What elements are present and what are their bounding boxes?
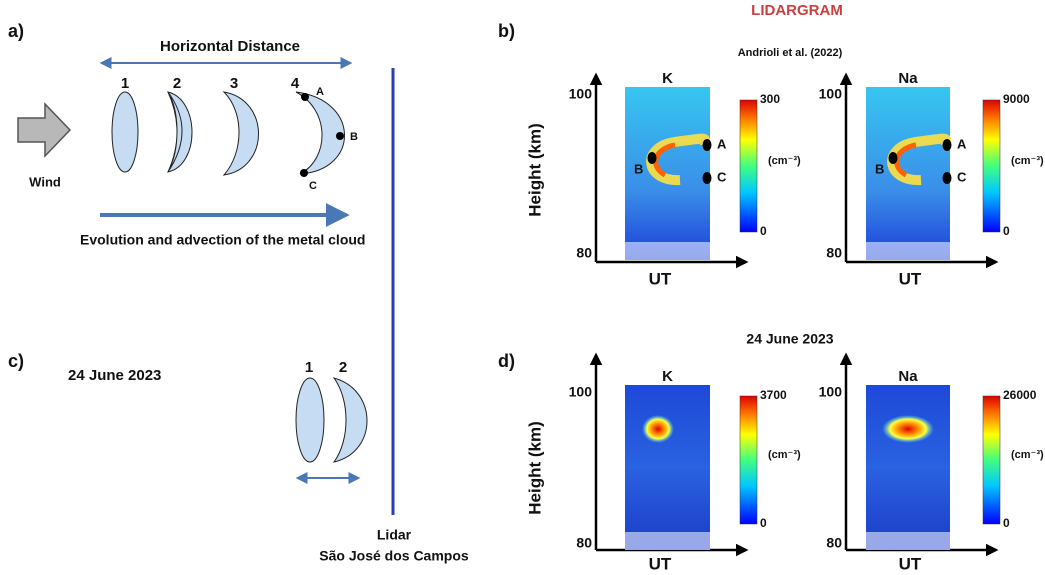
unit: (cm⁻³) — [768, 449, 801, 461]
point-label: B — [875, 161, 884, 176]
point-label: B — [634, 161, 643, 176]
colorbar-max: 26000 — [1003, 388, 1037, 402]
colorbar-min: 0 — [760, 224, 767, 238]
date: 24 June 2023 — [68, 367, 161, 384]
cloud-shape — [295, 91, 345, 175]
cloud-shape — [295, 377, 325, 463]
cloud — [882, 415, 934, 443]
noise — [866, 532, 950, 550]
heading: Horizontal Distance — [160, 38, 300, 55]
panel-label: c) — [8, 351, 24, 371]
point-label: A — [316, 86, 324, 98]
colorbar-min: 0 — [1003, 516, 1010, 530]
stage-labels: 1 2 3 4 — [121, 75, 300, 92]
location: São José dos Campos — [319, 548, 469, 564]
cloud-shape — [111, 91, 139, 173]
point-marker — [647, 152, 657, 164]
cloud-shape — [222, 91, 259, 176]
point-marker — [888, 152, 898, 164]
panel-label: b) — [498, 21, 515, 41]
lidargram — [866, 87, 950, 260]
panel-label: d) — [498, 351, 515, 371]
source: Andrioli et al. (2022) — [738, 47, 843, 59]
y-bottom-label: 80 — [576, 535, 592, 551]
y-bottom-label: 80 — [576, 245, 592, 261]
unit: (cm⁻³) — [1011, 155, 1044, 167]
date: 24 June 2023 — [746, 331, 833, 347]
colorbar-max: 300 — [760, 92, 780, 106]
y-top-label: 100 — [569, 86, 593, 102]
colorbar-min: 0 — [1003, 224, 1010, 238]
y-top-label: 100 — [819, 384, 843, 400]
y-top-label: 100 — [819, 86, 843, 102]
x-axis-label: UT — [899, 269, 922, 288]
lidargram — [625, 87, 710, 260]
stage-label: 2 — [339, 359, 347, 376]
point-marker — [336, 132, 344, 140]
stage-label: 1 — [305, 359, 313, 376]
lidargram — [866, 385, 950, 550]
panel-a: a) Horizontal Distance Wind A B C Evolut… — [8, 21, 365, 248]
y-bottom-label: 80 — [826, 535, 842, 551]
point-marker — [942, 172, 952, 184]
x-axis-label: UT — [899, 554, 922, 573]
x-axis-label: UT — [649, 554, 672, 573]
point-marker — [702, 139, 712, 151]
stage-label: 2 — [173, 75, 181, 92]
y-bottom-label: 80 — [826, 245, 842, 261]
noise — [625, 242, 710, 260]
stage-label: 4 — [291, 75, 300, 92]
colorbar-min: 0 — [760, 516, 767, 530]
point-label: C — [957, 169, 967, 184]
species: K — [662, 368, 673, 385]
colorbar — [739, 395, 758, 525]
point-marker — [702, 172, 712, 184]
species: Na — [898, 368, 918, 385]
cloud-shape — [332, 377, 368, 463]
point-label: C — [309, 180, 317, 192]
lidargrams: Height (km) 100 80 UT K A B C 300 0 (cm⁻³) 100 80 UT N… — [525, 70, 1044, 574]
noise — [866, 242, 950, 260]
colorbar — [739, 99, 758, 233]
wind-label: Wind — [29, 174, 61, 189]
cloud — [642, 415, 674, 443]
wind-arrow — [17, 102, 72, 158]
colorbar — [982, 395, 1001, 525]
lidar-label: Lidar — [377, 527, 412, 543]
point-marker — [300, 169, 308, 177]
panel-c: c) 24 June 2023 1 2 Lidar São José dos C… — [8, 351, 469, 564]
y-axis-label: Height (km) — [525, 123, 544, 217]
noise — [625, 532, 710, 550]
unit: (cm⁻³) — [1011, 449, 1044, 461]
y-top-label: 100 — [569, 384, 593, 400]
cloud-shape — [166, 91, 193, 173]
cloud — [646, 133, 711, 186]
figure-title: LIDARGRAM — [751, 2, 843, 19]
stage-label: 3 — [230, 75, 238, 92]
point-marker — [301, 93, 309, 101]
colorbar-max: 3700 — [760, 388, 787, 402]
colorbar — [982, 99, 1001, 233]
point-label: B — [350, 131, 358, 143]
lidargram — [625, 385, 710, 550]
species: Na — [898, 70, 918, 87]
panel-label: a) — [8, 21, 24, 41]
unit: (cm⁻³) — [768, 155, 801, 167]
point-label: A — [717, 136, 727, 151]
caption: Evolution and advection of the metal clo… — [80, 232, 365, 248]
point-label: C — [717, 169, 727, 184]
stage-label: 1 — [121, 75, 129, 92]
species: K — [662, 70, 673, 87]
point-marker — [942, 139, 952, 151]
x-axis-label: UT — [649, 269, 672, 288]
point-label: A — [957, 136, 967, 151]
colorbar-max: 9000 — [1003, 92, 1030, 106]
y-axis-label: Height (km) — [525, 421, 544, 515]
